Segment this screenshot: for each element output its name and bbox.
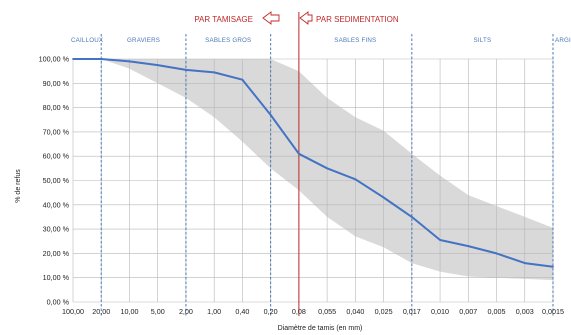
x-tick-label: 0,007: [459, 307, 477, 316]
x-tick-label: 0,08: [292, 307, 306, 316]
y-tick-label: 90,00 %: [43, 79, 70, 88]
x-tick-label: 0,40: [235, 307, 249, 316]
series-point: [495, 252, 498, 255]
method-right-label: PAR SEDIMENTATION: [316, 15, 399, 24]
x-tick-label: 0,010: [431, 307, 449, 316]
series-layer: [72, 58, 554, 268]
y-tick-label: 70,00 %: [43, 127, 70, 136]
series-point: [552, 265, 554, 268]
series-point: [128, 60, 131, 63]
series-point: [410, 216, 413, 218]
x-tick-label: 0,003: [516, 307, 534, 316]
zone-label: SABLES FINS: [334, 37, 376, 44]
x-tick-label: 0,055: [318, 307, 336, 316]
y-axis-title: % de refus: [15, 169, 22, 203]
zone-label: GRAVIERS: [127, 37, 160, 44]
x-tick-label: 10,00: [120, 307, 138, 316]
tick-label-layer: 0,00 % 10,00 % 20,00 % 30,00 % 40,00 % 50,00 …: [39, 37, 571, 316]
series-point: [382, 196, 385, 199]
zone-label: ARGILES: [555, 37, 571, 44]
method-left-label: PAR TAMISAGE: [194, 15, 253, 24]
series-point: [326, 167, 329, 170]
y-tick-label: 40,00 %: [43, 200, 70, 209]
y-tick-label: 80,00 %: [43, 103, 70, 112]
x-tick-label: 0,017: [403, 307, 421, 316]
x-tick-label: 0,040: [346, 307, 364, 316]
x-tick-label: 20,00: [92, 307, 110, 316]
series-point: [439, 239, 441, 241]
x-tick-label: 2,00: [179, 307, 193, 316]
series-point: [213, 71, 216, 74]
series-point: [156, 64, 159, 66]
series-point: [72, 58, 74, 60]
y-tick-label: 10,00 %: [43, 273, 70, 282]
series-point: [354, 178, 357, 181]
zone-boundary-layer: [100, 12, 554, 316]
zone-label: CAILLOUX: [71, 37, 103, 44]
y-tick-label: 60,00 %: [43, 152, 70, 161]
method-header: PAR TAMISAGE PAR SEDIMENTATION: [194, 11, 399, 25]
y-tick-label: 30,00 %: [43, 225, 70, 234]
x-tick-label: 0,025: [375, 307, 393, 316]
series-point: [269, 113, 272, 116]
x-tick-label: 0,20: [264, 307, 278, 316]
x-tick-label: 100,00: [62, 307, 84, 316]
zone-label: SILTS: [474, 37, 492, 44]
series-line: [73, 58, 554, 268]
series-point: [523, 262, 526, 265]
series-point: [467, 245, 470, 248]
series-point: [185, 69, 187, 71]
x-tick-label: 1,00: [207, 307, 221, 316]
x-tick-label: 5,00: [151, 307, 165, 316]
x-tick-label: 0,005: [488, 307, 506, 316]
method-right-arrow-icon: [299, 11, 313, 25]
method-left-arrow-icon: [262, 11, 280, 25]
series-point: [100, 58, 103, 60]
series-point: [297, 152, 300, 155]
x-tick-label: 0,0015: [542, 307, 564, 316]
y-tick-label: 100,00 %: [39, 55, 70, 64]
x-axis-title: Diamètre de tamis (en mm): [278, 325, 363, 332]
zone-label: SABLES GROS: [205, 37, 251, 44]
y-tick-label: 50,00 %: [43, 176, 70, 185]
series-point: [241, 78, 244, 81]
y-tick-label: 20,00 %: [43, 249, 70, 258]
y-tick-label: 0,00 %: [47, 298, 70, 307]
